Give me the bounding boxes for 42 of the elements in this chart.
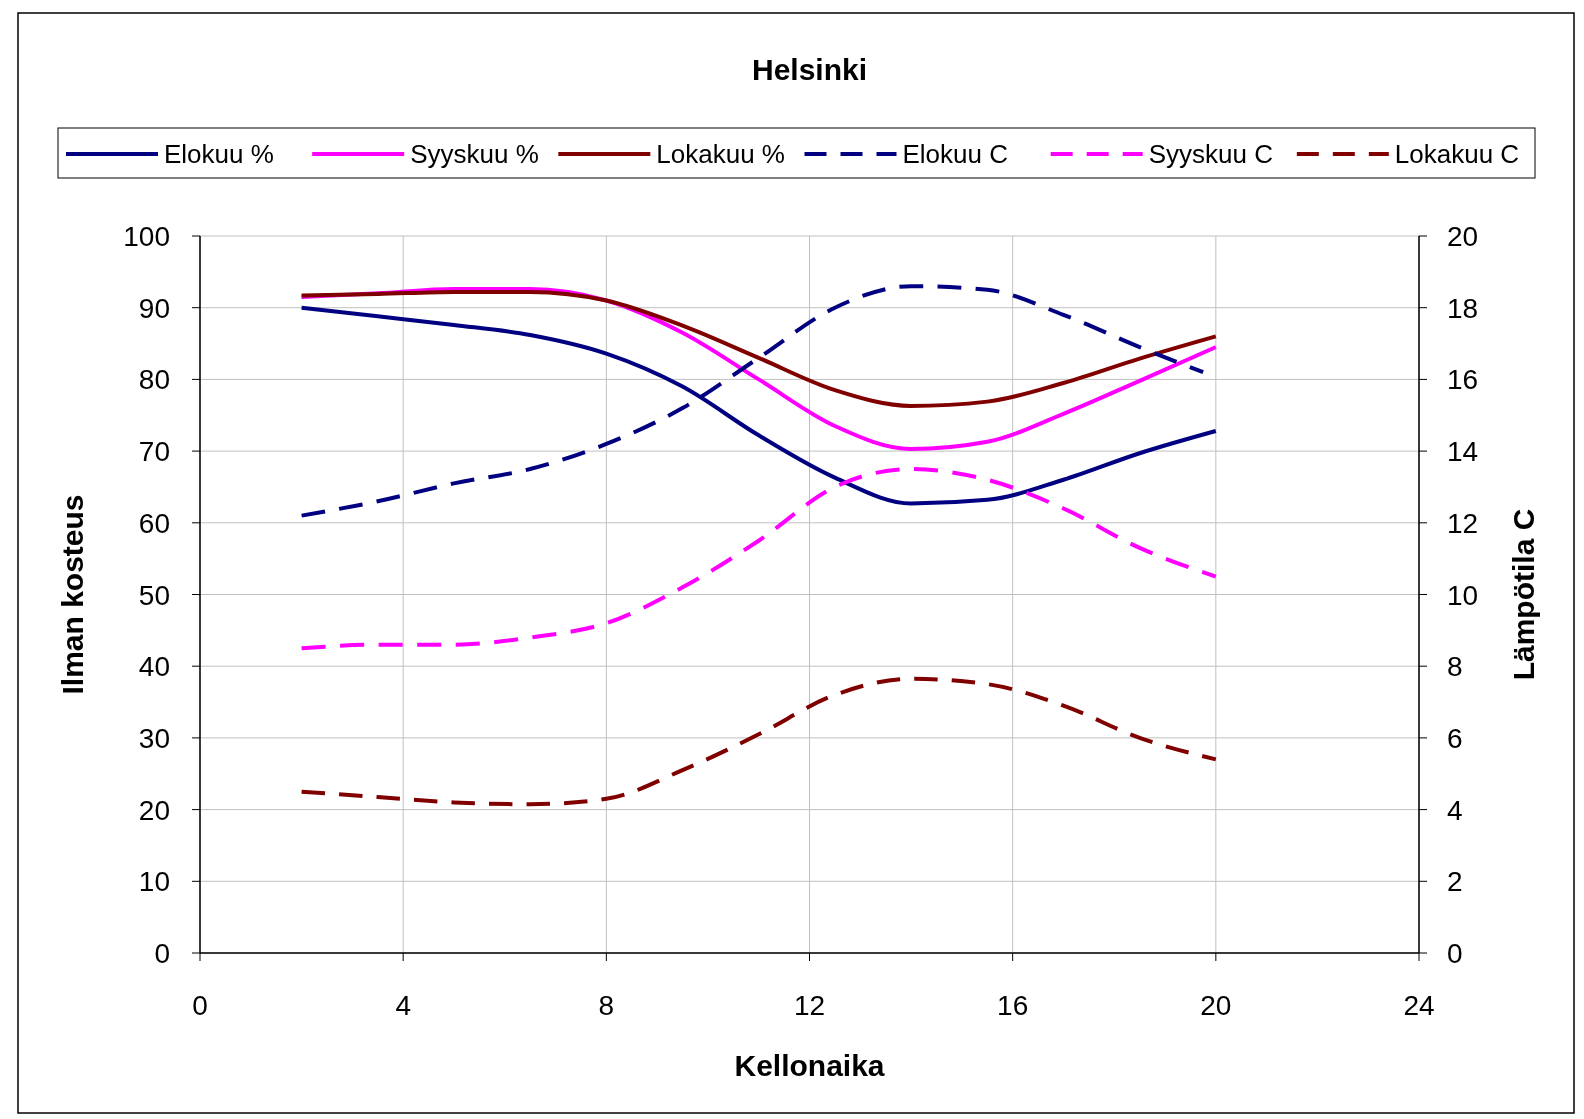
- y2-tick-label: 16: [1447, 364, 1479, 396]
- y2-tick-label: 20: [1447, 221, 1479, 252]
- y2-tick-label: 4: [1447, 794, 1463, 826]
- y2-tick-label: 10: [1447, 579, 1479, 611]
- line-series: [299, 676, 1218, 807]
- x-tick-label: 0: [192, 990, 208, 1021]
- y2-tick-label: 12: [1447, 507, 1479, 539]
- y-tick-label: 30: [138, 722, 170, 754]
- x-tick-label: 4: [395, 990, 411, 1021]
- line-series: [299, 467, 1218, 651]
- y-tick-label: 90: [138, 292, 170, 324]
- y-tick-label: 80: [138, 364, 170, 396]
- y2-tick-label: 2: [1447, 866, 1463, 898]
- y-tick-label: 50: [138, 579, 170, 611]
- y2-tick-label: 0: [1447, 938, 1463, 969]
- y2-tick-label: 8: [1447, 651, 1463, 683]
- legend-label: Syyskuu C: [1148, 139, 1273, 169]
- x-tick-label: 20: [1200, 990, 1232, 1021]
- y2-tick-label: 14: [1447, 436, 1479, 468]
- y-tick-label: 70: [138, 436, 170, 468]
- y-tick-label: 20: [138, 794, 170, 826]
- y-axis-title: Ilman kosteus: [56, 494, 89, 695]
- y2-tick-label: 6: [1447, 722, 1463, 754]
- y-tick-label: 10: [138, 866, 170, 898]
- chart-title: Helsinki: [751, 53, 868, 86]
- x-tick-label: 16: [997, 990, 1029, 1021]
- y-tick-label: 100: [123, 221, 170, 252]
- y2-tick-label: 18: [1447, 292, 1479, 324]
- legend-label: Lokakuu %: [656, 139, 785, 169]
- x-tick-label: 12: [793, 990, 826, 1021]
- y-tick-label: 40: [138, 651, 170, 683]
- legend-label: Elokuu C: [902, 139, 1008, 169]
- legend-label: Lokakuu C: [1394, 139, 1520, 169]
- legend-label: Elokuu %: [164, 139, 274, 169]
- x-axis-title: Kellonaika: [734, 1049, 885, 1082]
- line-series: [299, 289, 1218, 408]
- y-tick-label: 0: [154, 938, 170, 969]
- legend-label: Syyskuu %: [410, 139, 539, 169]
- x-tick-label: 24: [1403, 990, 1435, 1021]
- y2-axis-title: Lämpötila C: [1507, 508, 1540, 681]
- x-tick-label: 8: [598, 990, 615, 1021]
- y-tick-label: 60: [138, 507, 170, 539]
